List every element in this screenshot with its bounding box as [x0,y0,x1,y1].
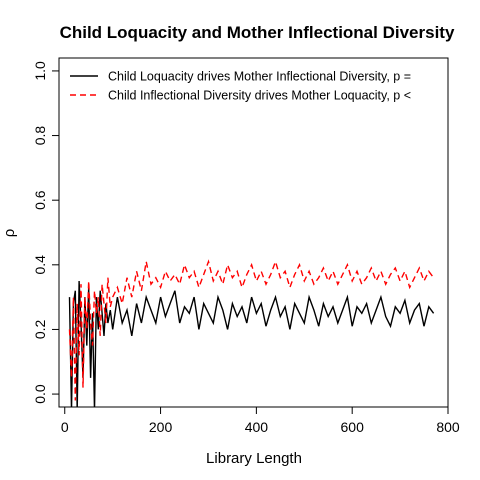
x-tick-label: 800 [436,419,460,435]
series-line-1 [68,259,435,401]
legend-label-child-loquacity: Child Loquacity drives Mother Inflection… [108,70,411,84]
x-tick-label: 600 [341,419,365,435]
x-tick-label: 400 [245,419,269,435]
x-tick-label: 0 [61,419,69,435]
y-tick-label: 0.4 [32,255,48,275]
x-axis-label: Library Length [206,450,302,467]
series-layer [68,259,435,407]
y-tick-label: 0.8 [32,126,48,146]
legend-label-child-inflectional: Child Inflectional Diversity drives Moth… [108,89,411,103]
y-tick-label: 0.6 [32,190,48,210]
x-tick-label: 200 [149,419,173,435]
y-tick-label: 0.0 [32,384,48,404]
y-tick-label: 1.0 [32,61,48,81]
y-axis-label: ρ [1,229,18,238]
legend: Child Loquacity drives Mother Inflection… [70,70,411,103]
y-axis: 0.0 0.2 0.4 0.6 0.8 1.0 [32,61,60,404]
plot-frame [58,57,449,408]
series-line-0 [68,280,435,407]
y-tick-label: 0.2 [32,320,48,340]
x-axis: 0 200 400 600 800 [61,406,460,435]
chart-title: Child Loquacity and Mother Inflectional … [60,23,455,42]
